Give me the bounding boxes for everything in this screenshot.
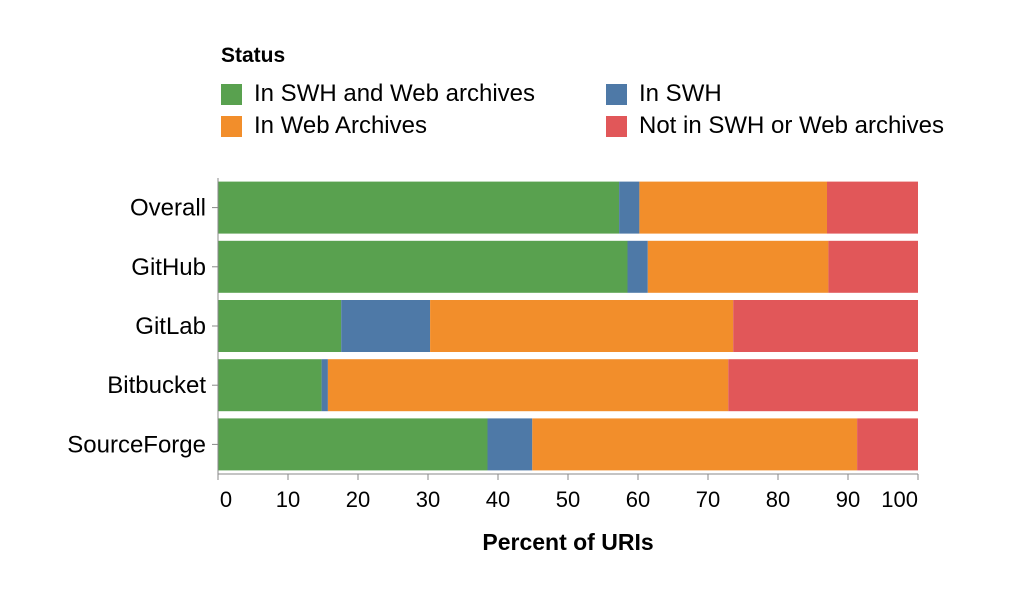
- legend-label: In SWH and Web archives: [254, 80, 536, 107]
- legend-item-not-archived: Not in SWH or Web archives: [606, 112, 944, 140]
- bars-layer: [218, 181, 918, 471]
- bar-segment-github-1: [627, 240, 648, 293]
- x-axis: 0 10 20 30 40 50 60 70 80 90 100: [217, 473, 919, 512]
- bar-segment-bitbucket-1: [321, 359, 328, 412]
- x-tick-label: 80: [766, 487, 790, 512]
- bar-segment-bitbucket-0: [218, 359, 322, 412]
- y-axis: Overall GitHub GitLab Bitbucket SourceForge: [67, 178, 219, 474]
- legend-swatch: [221, 115, 242, 137]
- legend-item-in-swh: In SWH: [606, 80, 722, 108]
- bar-segment-overall-1: [619, 181, 640, 234]
- bar-segment-gitlab-0: [218, 300, 342, 352]
- x-tick-label: 60: [626, 487, 650, 512]
- bar-segment-bitbucket-3: [728, 359, 918, 412]
- y-tick-label: GitLab: [135, 313, 206, 340]
- x-tick-label: 0: [220, 487, 232, 512]
- x-tick-label: 40: [486, 487, 510, 512]
- bar-segment-overall-2: [639, 181, 827, 234]
- bar-segment-gitlab-1: [341, 300, 431, 352]
- x-tick-label: 30: [416, 487, 440, 512]
- x-tick-label: 90: [836, 487, 860, 512]
- y-tick-label: Bitbucket: [107, 372, 206, 399]
- bar-segment-gitlab-3: [733, 300, 918, 352]
- bar-segment-github-3: [828, 240, 918, 293]
- legend-item-in-web-archives: In Web Archives: [221, 112, 427, 140]
- legend-swatch: [606, 83, 627, 105]
- bar-segment-gitlab-2: [430, 300, 734, 352]
- legend-item-in-swh-and-web: In SWH and Web archives: [221, 80, 535, 108]
- x-tick-label: 20: [346, 487, 370, 512]
- legend-label: In SWH: [639, 80, 722, 107]
- bar-segment-overall-0: [218, 181, 620, 234]
- bar-segment-github-0: [218, 240, 628, 293]
- bar-segment-overall-3: [827, 181, 918, 234]
- y-tick-label: SourceForge: [67, 431, 206, 458]
- bar-segment-github-2: [647, 240, 829, 293]
- x-axis-label: Percent of URIs: [482, 529, 653, 555]
- legend-label: Not in SWH or Web archives: [639, 112, 944, 139]
- bar-segment-sourceforge-1: [487, 418, 533, 471]
- x-tick-label: 50: [556, 487, 580, 512]
- legend-swatch: [606, 115, 627, 137]
- y-tick-label: GitHub: [131, 254, 206, 281]
- x-tick-label: 70: [696, 487, 720, 512]
- y-tick-label: Overall: [130, 195, 206, 222]
- x-tick-label: 10: [276, 487, 300, 512]
- legend-label: In Web Archives: [254, 112, 427, 139]
- bar-segment-bitbucket-2: [327, 359, 729, 412]
- bar-segment-sourceforge-0: [218, 418, 488, 471]
- bar-segment-sourceforge-3: [857, 418, 918, 471]
- legend-title: Status: [221, 44, 286, 67]
- bar-segment-sourceforge-2: [532, 418, 858, 471]
- x-tick-label: 100: [881, 487, 918, 512]
- legend-swatch: [221, 83, 242, 105]
